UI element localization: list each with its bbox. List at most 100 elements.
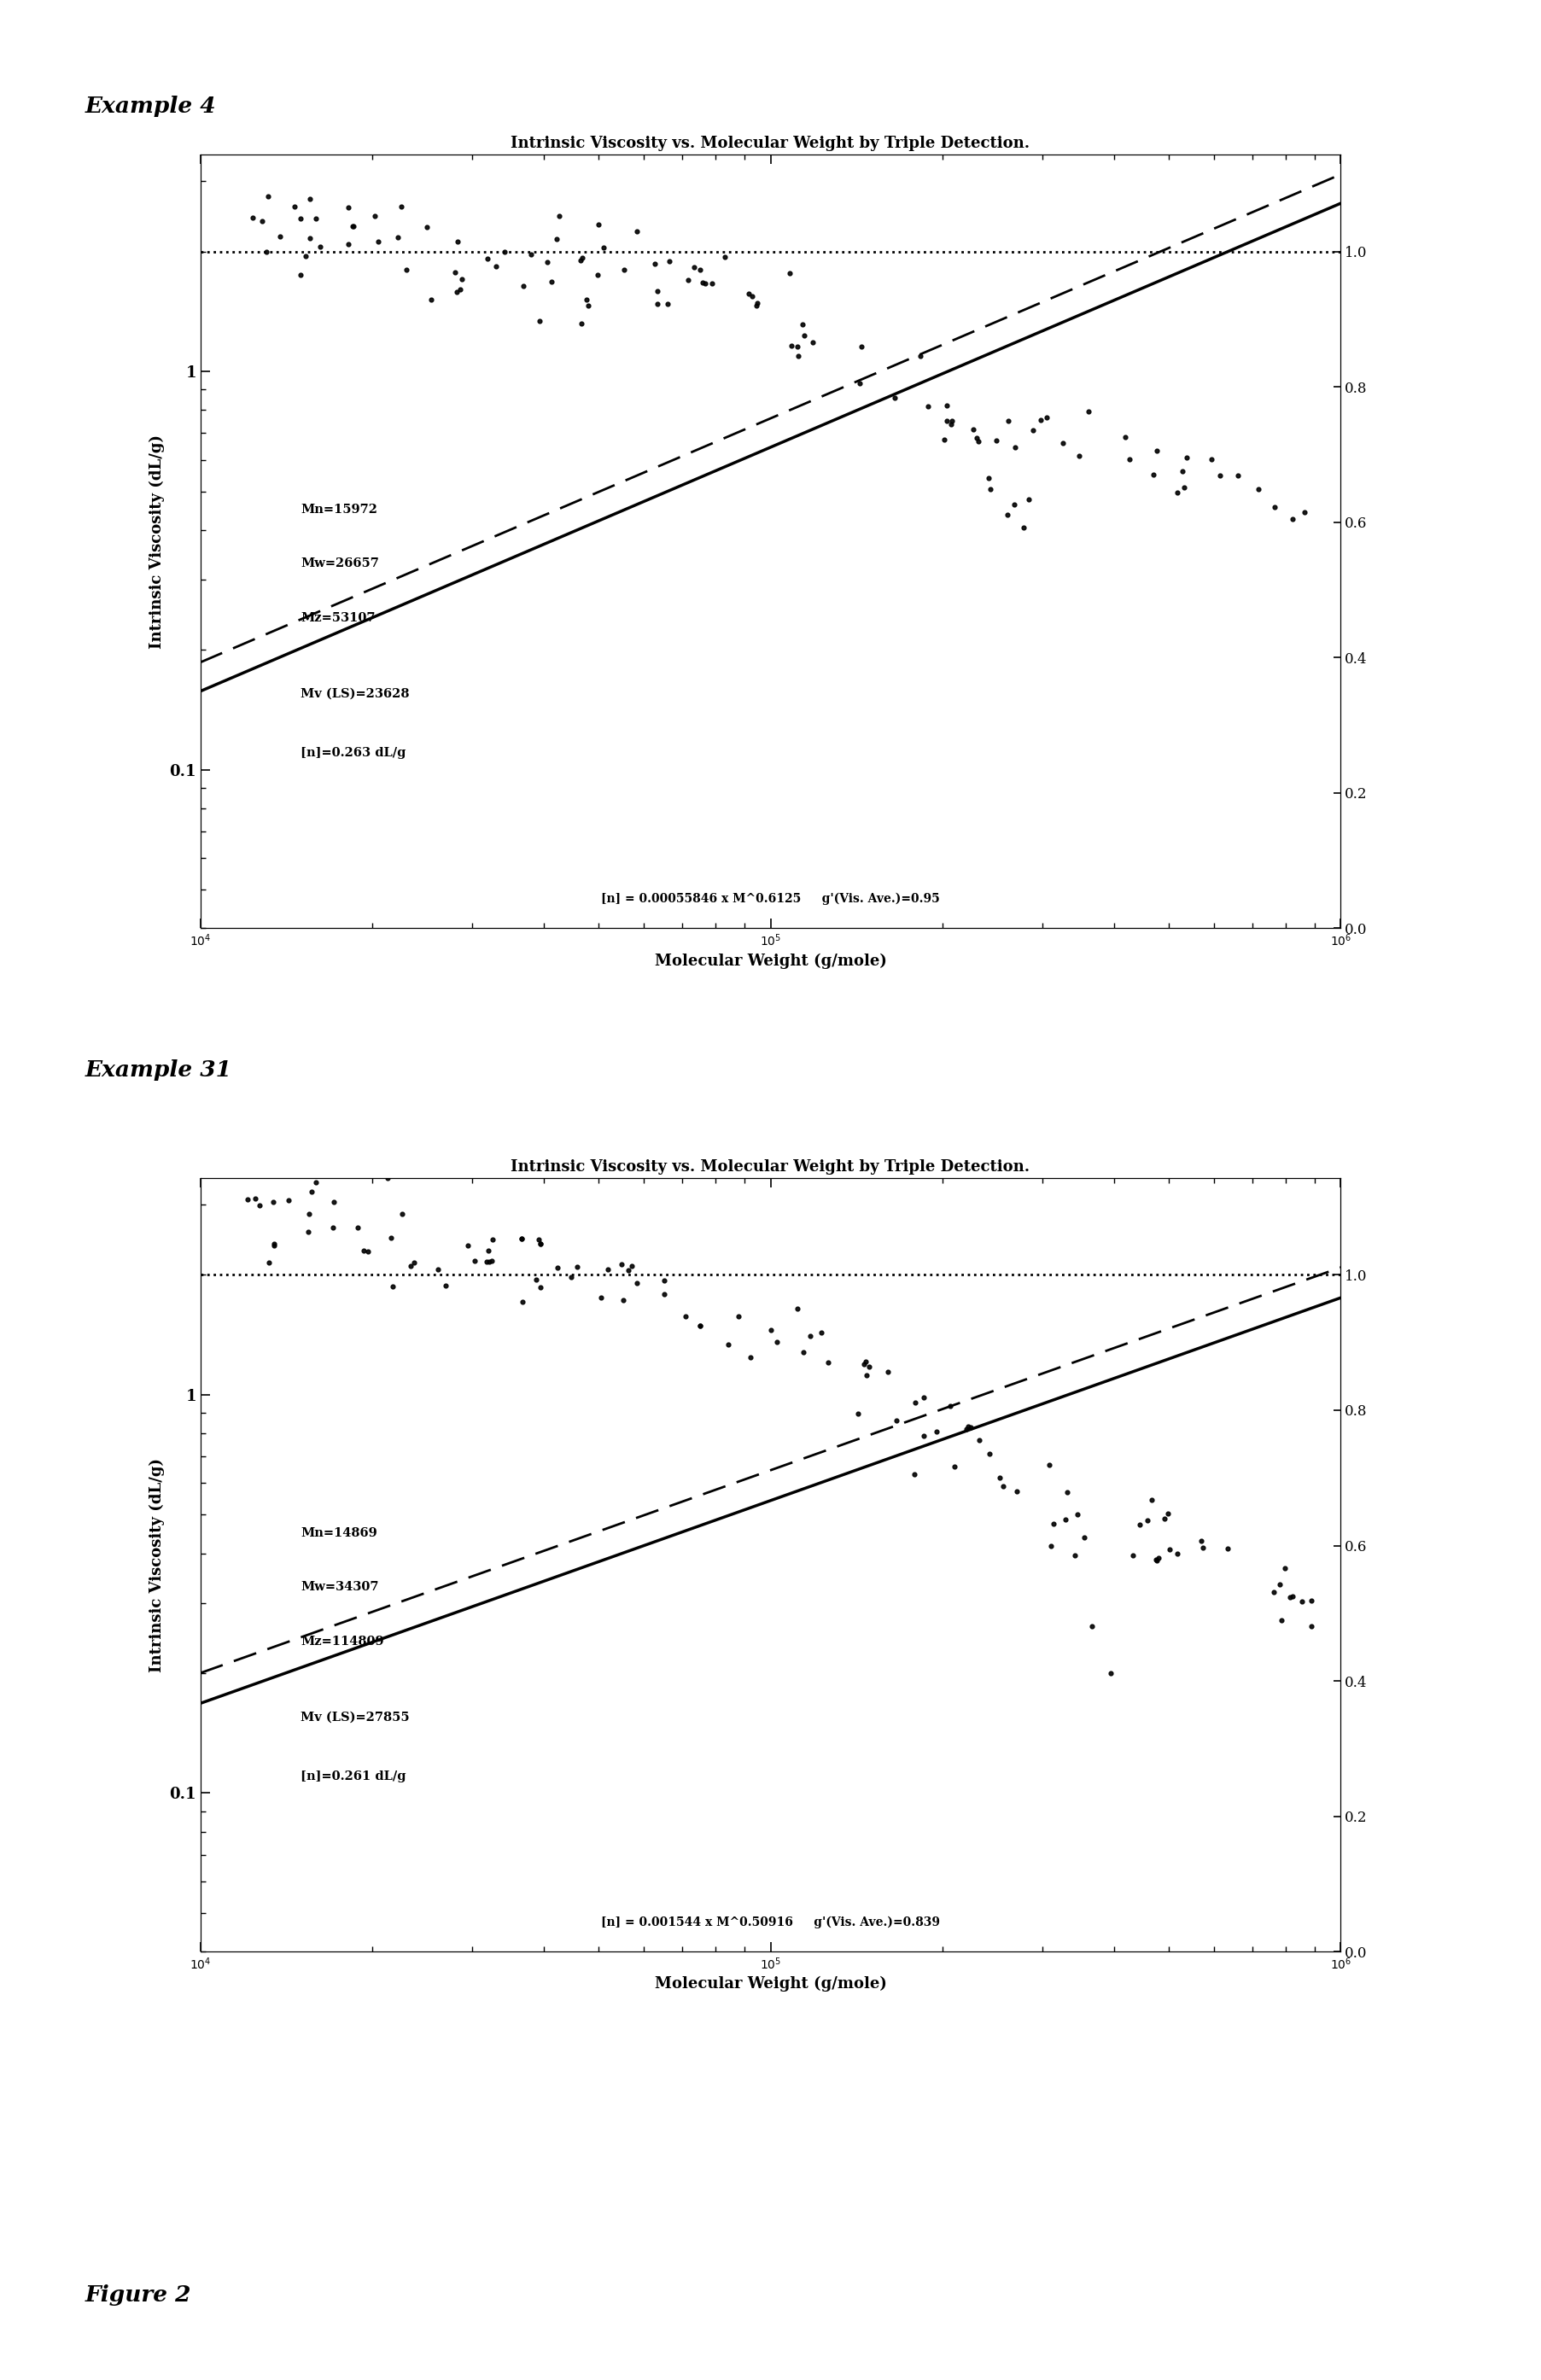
Point — [297, 219, 322, 257]
Point — [1225, 457, 1250, 495]
Point — [492, 233, 516, 271]
Point — [1028, 400, 1053, 438]
Point — [1034, 397, 1059, 436]
Point — [687, 1307, 712, 1345]
Point — [1042, 1504, 1066, 1542]
Point — [1270, 1602, 1294, 1640]
Point — [1281, 1578, 1305, 1616]
Point — [476, 1230, 501, 1269]
Point — [726, 1297, 750, 1335]
Point — [1156, 1495, 1180, 1533]
Point — [758, 1311, 783, 1349]
Text: Mz=114809: Mz=114809 — [300, 1635, 384, 1647]
Point — [848, 364, 872, 402]
Point — [297, 178, 322, 217]
Point — [965, 419, 989, 457]
Point — [800, 324, 824, 362]
Point — [254, 233, 279, 271]
Point — [376, 1159, 401, 1197]
Point — [510, 267, 535, 305]
Point — [1267, 1566, 1291, 1604]
Point — [809, 1314, 834, 1352]
Point — [450, 259, 475, 298]
Point — [527, 1226, 552, 1264]
Text: [n] = 0.00055846 x M^0.6125     g'(Vis. Ave.)=0.95: [n] = 0.00055846 x M^0.6125 g'(Vis. Ave.… — [601, 892, 940, 904]
Point — [885, 1402, 909, 1440]
Point — [379, 1219, 404, 1257]
Point — [979, 471, 1003, 509]
Point — [1142, 457, 1167, 495]
Point — [589, 1278, 613, 1316]
Point — [1054, 1473, 1079, 1511]
Point — [510, 1219, 535, 1257]
Point — [564, 1247, 589, 1285]
Point — [559, 1259, 584, 1297]
Point — [544, 221, 569, 259]
Point — [484, 248, 509, 286]
Point — [322, 1183, 347, 1221]
Point — [519, 236, 544, 274]
Point — [308, 228, 333, 267]
Point — [1199, 440, 1224, 478]
Point — [570, 238, 595, 276]
Point — [1190, 1521, 1214, 1559]
Point — [908, 338, 932, 376]
Point — [445, 274, 470, 312]
Point — [262, 1226, 287, 1264]
Point — [689, 250, 713, 288]
Point — [345, 1209, 370, 1247]
Point — [250, 202, 274, 240]
Point — [1005, 1473, 1029, 1511]
Point — [576, 286, 601, 324]
Point — [475, 1242, 499, 1280]
Point — [619, 1247, 644, 1285]
Point — [932, 421, 957, 459]
Point — [381, 1269, 405, 1307]
Point — [744, 286, 769, 324]
Point — [1037, 1445, 1062, 1483]
Point — [242, 1180, 267, 1219]
Point — [700, 264, 724, 302]
Point — [784, 328, 809, 367]
Point — [849, 328, 874, 367]
Point — [1120, 1535, 1145, 1573]
Point — [616, 1252, 641, 1290]
Point — [1157, 1530, 1182, 1568]
Point — [362, 198, 387, 236]
Point — [592, 228, 616, 267]
Point — [321, 1209, 345, 1247]
Point — [977, 459, 1002, 497]
Point — [610, 1280, 635, 1319]
Point — [1126, 1507, 1151, 1545]
Point — [875, 1354, 900, 1392]
Point — [656, 243, 681, 281]
Point — [247, 1185, 271, 1223]
Point — [646, 271, 670, 309]
Point — [1147, 1540, 1171, 1578]
Point — [256, 1242, 280, 1280]
Point — [390, 1195, 415, 1233]
Point — [296, 1214, 321, 1252]
Point — [966, 1421, 991, 1459]
Point — [738, 1338, 763, 1376]
Point — [1170, 452, 1194, 490]
Point — [673, 1297, 698, 1335]
Point — [652, 1276, 676, 1314]
Point — [256, 178, 280, 217]
Point — [262, 1226, 287, 1264]
Point — [1011, 509, 1036, 547]
Point — [365, 221, 390, 259]
Point — [934, 386, 959, 424]
Title: Intrinsic Viscosity vs. Molecular Weight by Triple Detection.: Intrinsic Viscosity vs. Molecular Weight… — [512, 1159, 1029, 1173]
Text: Mw=34307: Mw=34307 — [300, 1580, 379, 1592]
Point — [399, 1247, 424, 1285]
Point — [690, 264, 715, 302]
Point — [1099, 1654, 1123, 1692]
Point — [798, 1316, 823, 1354]
Point — [1165, 474, 1190, 512]
Point — [1020, 412, 1045, 450]
X-axis label: Molecular Weight (g/mole): Molecular Weight (g/mole) — [655, 952, 886, 969]
Point — [524, 1261, 549, 1299]
Point — [780, 326, 804, 364]
Point — [236, 1180, 260, 1219]
